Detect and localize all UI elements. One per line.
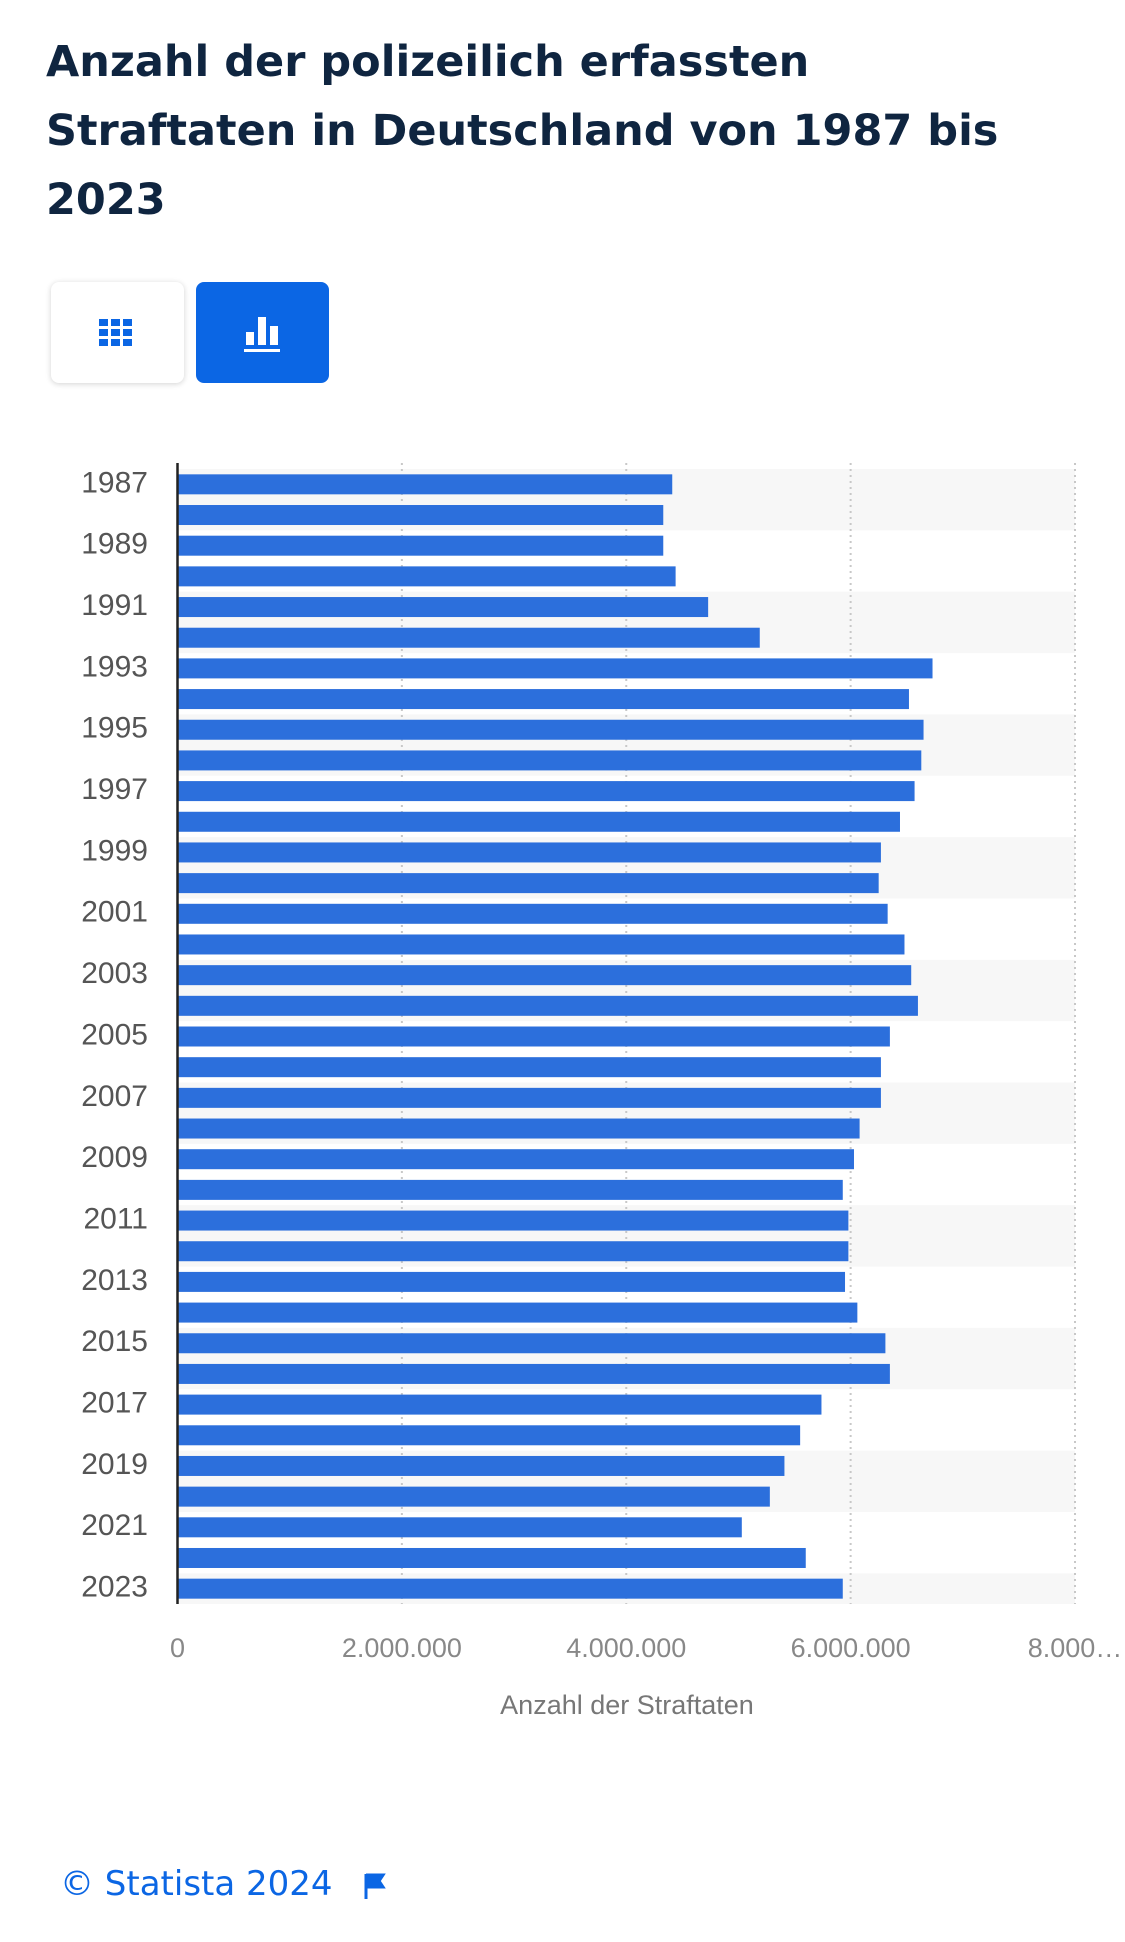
bar — [177, 1363, 890, 1384]
flag-icon[interactable] — [361, 1871, 387, 1901]
bar-icon — [244, 317, 280, 352]
y-tick-label: 2021 — [81, 1509, 148, 1542]
bar — [177, 903, 888, 924]
x-tick-label: 8.000… — [1028, 1633, 1123, 1663]
y-tick-label: 1995 — [81, 712, 148, 745]
table-view-button[interactable] — [51, 282, 184, 383]
bar — [177, 566, 676, 587]
y-tick-label: 2015 — [81, 1325, 148, 1358]
y-tick-label: 1993 — [81, 650, 148, 683]
plot-band — [177, 1327, 1075, 1390]
source[interactable]: © Statista 2024 — [60, 1864, 333, 1904]
x-tick-label: 0 — [170, 1633, 185, 1663]
plot-band — [177, 959, 1075, 1022]
plot-band — [177, 1205, 1075, 1267]
bar — [177, 1271, 846, 1292]
bar — [177, 1578, 843, 1599]
bar — [177, 689, 909, 710]
x-axis-label: Anzahl der Straftaten — [500, 1690, 754, 1720]
bar — [177, 965, 912, 986]
bar — [177, 873, 879, 894]
plot-band — [177, 714, 1075, 776]
grid-icon — [99, 319, 132, 346]
plot-band — [177, 591, 1075, 654]
x-tick-label: 4.000.000 — [566, 1633, 686, 1663]
bar — [177, 1241, 849, 1262]
bar — [177, 597, 709, 618]
plot-band — [177, 469, 1075, 531]
bar — [177, 781, 915, 802]
y-tick-label: 2017 — [81, 1387, 148, 1420]
bar — [177, 811, 900, 832]
y-tick-label: 1989 — [81, 528, 148, 561]
bar — [177, 1302, 858, 1323]
y-tick-label: 2001 — [81, 896, 148, 929]
plot-band — [177, 1082, 1075, 1144]
bar — [177, 719, 924, 740]
y-tick-label: 1987 — [81, 466, 148, 499]
bar — [177, 1179, 843, 1200]
y-tick-label: 2005 — [81, 1018, 148, 1051]
y-tick-label: 2007 — [81, 1080, 148, 1113]
y-tick-label: 1999 — [81, 834, 148, 867]
x-tick-label: 2.000.000 — [342, 1633, 462, 1663]
bar — [177, 1455, 785, 1476]
plot-band — [177, 837, 1075, 899]
bar — [177, 842, 881, 863]
bar — [177, 1210, 849, 1231]
y-tick-label: 1997 — [81, 773, 148, 806]
bar — [177, 995, 918, 1016]
bar — [177, 1517, 742, 1538]
bar — [177, 750, 922, 771]
bar — [177, 1333, 886, 1354]
bar — [177, 1394, 822, 1415]
bar — [177, 934, 905, 955]
bar — [177, 535, 664, 556]
bar — [177, 1087, 881, 1108]
y-tick-label: 2019 — [81, 1448, 148, 1481]
chart-title: Anzahl der polizeilich erfassten Strafta… — [46, 37, 999, 225]
bar — [177, 474, 673, 495]
plot-band — [177, 1573, 1075, 1604]
x-tick-label: 6.000.000 — [791, 1633, 911, 1663]
bar — [177, 658, 933, 679]
y-tick-label: 2009 — [81, 1141, 148, 1174]
bar — [177, 1118, 860, 1139]
y-tick-label: 2013 — [81, 1264, 148, 1297]
bar — [177, 1057, 881, 1078]
bar — [177, 1425, 801, 1446]
y-tick-label: 1991 — [81, 589, 148, 622]
plot-band — [177, 1450, 1075, 1512]
bar — [177, 505, 664, 526]
bar — [177, 627, 760, 648]
y-tick-label: 2011 — [83, 1202, 148, 1235]
bar — [177, 1486, 770, 1507]
bar — [177, 1547, 806, 1568]
bar — [177, 1026, 890, 1047]
footer: © Statista 2024 — [60, 1864, 387, 1904]
chart-view-button[interactable] — [196, 282, 329, 383]
y-tick-label: 2023 — [81, 1571, 148, 1604]
y-tick-label: 2003 — [81, 957, 148, 990]
bar — [177, 1149, 854, 1170]
